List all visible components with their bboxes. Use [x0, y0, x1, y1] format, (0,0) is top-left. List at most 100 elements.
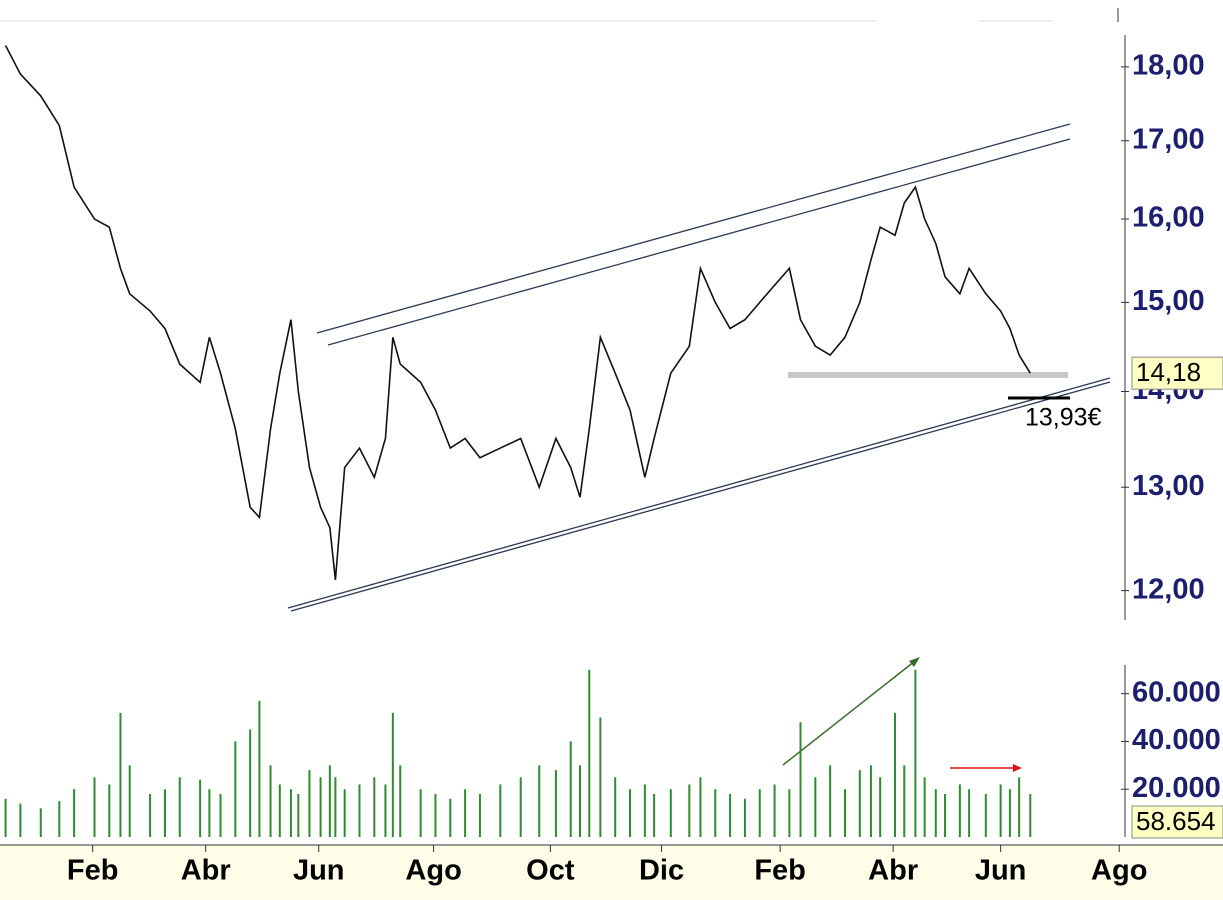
volume-bar — [869, 765, 872, 837]
volume-bar — [449, 798, 452, 837]
volume-bar — [879, 777, 882, 837]
y-tick-label: 15,00 — [1132, 285, 1205, 317]
x-tick-label: Oct — [526, 855, 575, 887]
volume-bar — [464, 789, 467, 837]
volume-bar — [108, 784, 111, 837]
x-tick-label: Jun — [293, 855, 345, 887]
volume-bar — [278, 784, 281, 837]
volume-bar — [219, 794, 222, 837]
y-tick-label: 18,00 — [1132, 50, 1205, 82]
volume-bar — [699, 777, 702, 837]
volume-bar — [199, 779, 202, 837]
x-tick-label: Ago — [405, 855, 461, 887]
volume-bar — [328, 765, 331, 837]
volume-bar — [944, 794, 947, 837]
y-tick-label: 12,00 — [1132, 573, 1205, 605]
volume-bar — [799, 722, 802, 837]
volume-bar — [643, 784, 646, 837]
volume-bar — [788, 789, 791, 837]
volume-bar — [297, 794, 300, 837]
last-value-box — [1131, 356, 1223, 390]
volume-bar — [208, 789, 211, 837]
volume-bar — [1018, 777, 1021, 837]
volume-bar — [358, 784, 361, 837]
volume-bar — [499, 784, 502, 837]
x-tick-label: Jun — [975, 855, 1027, 887]
volume-bar — [1008, 789, 1011, 837]
y-tick-label: 13,00 — [1132, 470, 1205, 502]
time-axis — [0, 845, 1223, 900]
volume-bar — [319, 777, 322, 837]
volume-bar — [4, 798, 7, 837]
volume-bar — [903, 765, 906, 837]
volume-bar — [399, 765, 402, 837]
volume-bar — [729, 794, 732, 837]
volume-bar — [934, 789, 937, 837]
volume-bar — [19, 803, 22, 837]
volume-bar — [669, 789, 672, 837]
volume-bar — [478, 794, 481, 837]
volume-bar — [289, 789, 292, 837]
volume-bar — [93, 777, 96, 837]
volume-bar — [858, 770, 861, 837]
last-value-label: 58.654 — [1136, 806, 1216, 836]
volume-bar — [588, 669, 591, 837]
volume-bar — [894, 712, 897, 837]
x-tick-label: Ago — [1091, 855, 1147, 887]
volume-bar — [984, 794, 987, 837]
volume-bar — [343, 789, 346, 837]
price-line — [4, 45, 1031, 580]
volume-bar — [743, 798, 746, 837]
volume-bar — [538, 765, 541, 837]
volume-bar — [714, 789, 717, 837]
x-tick-label: Abr — [868, 855, 918, 887]
y-tick-label: 17,00 — [1132, 123, 1205, 155]
volume-bar — [334, 777, 337, 837]
volume-bar — [419, 789, 422, 837]
volume-bar — [149, 794, 152, 837]
last-value-label: 14,18 — [1136, 357, 1201, 387]
volume-bar — [688, 784, 691, 837]
volume-bar — [178, 777, 181, 837]
y-tick-label: 60.000 — [1132, 676, 1221, 708]
volume-bar — [119, 712, 122, 837]
volume-bar — [519, 777, 522, 837]
last-value-box — [1131, 805, 1223, 839]
volume-bar — [163, 789, 166, 837]
volume-bar — [269, 765, 272, 837]
volume-bar — [373, 777, 376, 837]
trend-channel — [287, 123, 1111, 612]
volume-bar — [914, 669, 917, 837]
volume-bar — [958, 784, 961, 837]
volume-bar — [39, 808, 42, 837]
volume-bar — [999, 784, 1002, 837]
volume-bar — [578, 765, 581, 837]
volume-arrow — [782, 657, 1022, 772]
volume-bar — [614, 777, 617, 837]
volume-bar — [653, 794, 656, 837]
volume-bar — [249, 729, 252, 837]
volume-bar — [73, 789, 76, 837]
volume-bar — [391, 712, 394, 837]
volume-bar — [968, 789, 971, 837]
volume-bar — [234, 741, 237, 837]
volume-bar — [599, 717, 602, 837]
x-tick-label: Feb — [67, 855, 119, 887]
x-tick-label: Feb — [754, 855, 806, 887]
volume-bar — [554, 770, 557, 837]
volume-bar — [434, 794, 437, 837]
volume-bar — [569, 741, 572, 837]
volume-bar — [308, 770, 311, 837]
volume-bar — [128, 765, 131, 837]
volume-bar — [829, 765, 832, 837]
y-tick-label: 40.000 — [1132, 724, 1221, 756]
volume-bar — [758, 789, 761, 837]
x-tick-label: Abr — [181, 855, 231, 887]
volume-bar — [1029, 794, 1032, 837]
annotation: 13,93€ — [1025, 404, 1102, 432]
volume-bar — [629, 789, 632, 837]
y-tick-label: 16,00 — [1132, 202, 1205, 234]
volume-bar — [843, 789, 846, 837]
x-tick-label: Dic — [639, 855, 684, 887]
volume-bar — [258, 700, 261, 837]
